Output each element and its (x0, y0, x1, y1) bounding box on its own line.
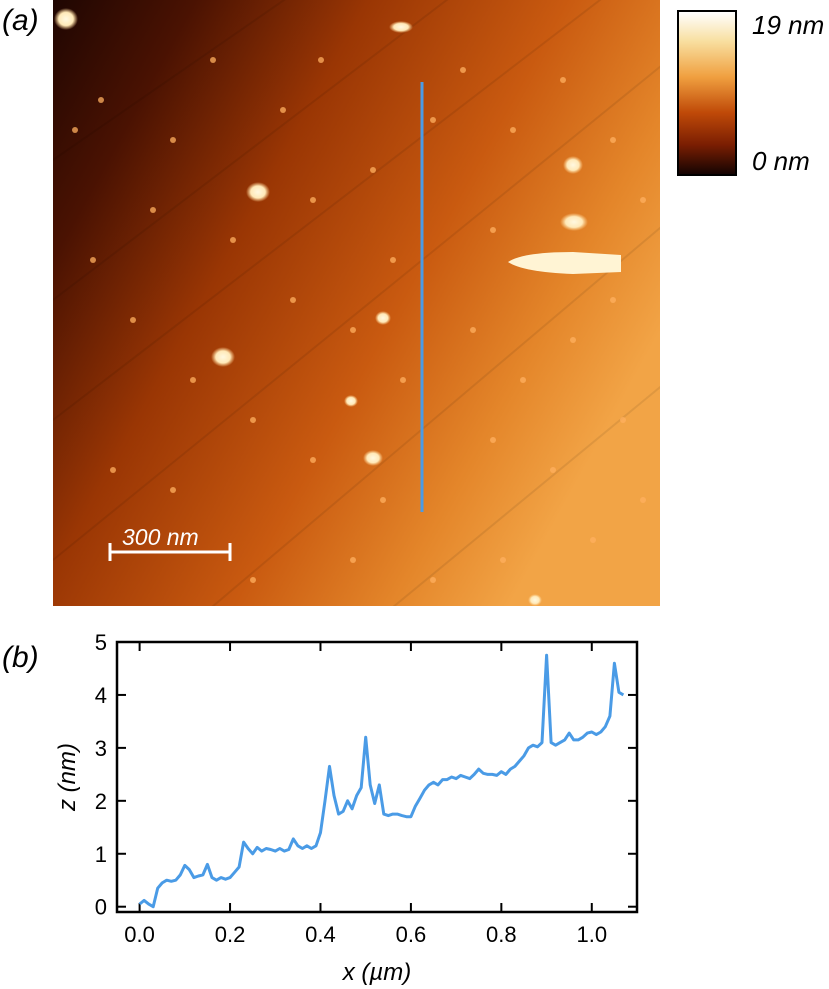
colorbar-max-label: 19 nm (752, 10, 825, 40)
elongated-particle (508, 252, 621, 274)
large-particles (54, 8, 588, 606)
plot-frame (115, 640, 639, 914)
colorbar-min-label: 0 nm (752, 146, 810, 176)
afm-background (53, 0, 660, 606)
afm-topography-image (53, 0, 660, 606)
y-tick-label: 4 (95, 683, 107, 708)
y-tick-label: 1 (95, 842, 107, 867)
height-profile-chart: 0.0 0.2 0.4 0.6 0.8 1.0 0 1 2 3 4 5 x (µm) z (nm) (54, 630, 639, 986)
y-tick-label: 0 (95, 895, 107, 920)
panel-b-label: (b) (2, 641, 39, 674)
x-axis-title: x (µm) (342, 959, 411, 986)
scale-bar-label: 300 nm (122, 524, 199, 550)
y-axis-title: z (nm) (54, 743, 81, 812)
x-tick-label: 0.0 (124, 922, 155, 947)
axis-ticks: 0.0 0.2 0.4 0.6 0.8 1.0 0 1 2 3 4 5 (95, 630, 637, 947)
y-tick-label: 5 (95, 630, 107, 655)
x-tick-label: 1.0 (576, 922, 607, 947)
x-tick-label: 0.2 (215, 922, 246, 947)
x-tick-label: 0.8 (486, 922, 517, 947)
panel-a-label: (a) (2, 4, 39, 37)
terrace-steps (53, 0, 660, 606)
small-particles (72, 57, 646, 583)
y-tick-label: 2 (95, 789, 107, 814)
scale-bar (108, 543, 232, 561)
height-colorbar (677, 10, 737, 176)
height-profile-line (138, 653, 625, 909)
y-tick-label: 3 (95, 736, 107, 761)
x-tick-label: 0.4 (305, 922, 336, 947)
x-tick-label: 0.6 (396, 922, 427, 947)
